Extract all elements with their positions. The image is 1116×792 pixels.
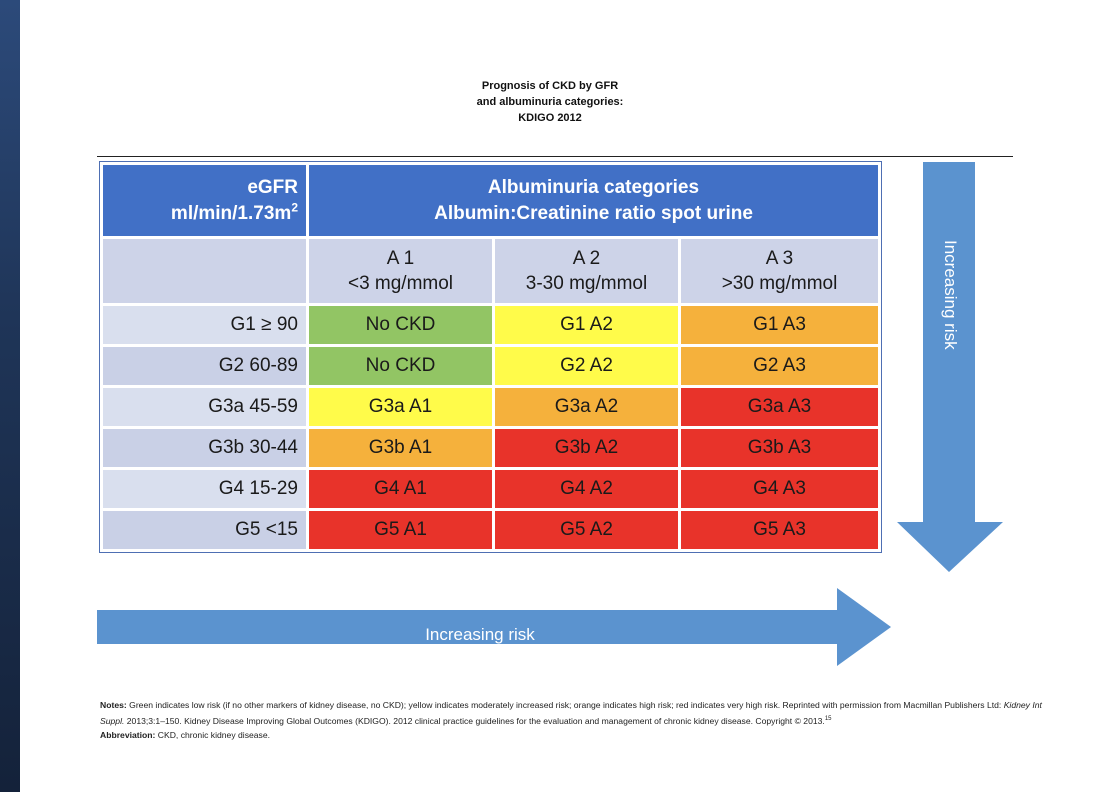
risk-cell-high: G3a A2 (495, 388, 678, 426)
gfr-row-label: G4 15-29 (103, 470, 306, 508)
table-row: G5 <15 G5 A1 G5 A2 G5 A3 (103, 511, 878, 549)
risk-cell-very-high: G5 A3 (681, 511, 878, 549)
abbreviation-text: CKD, chronic kidney disease. (155, 729, 271, 740)
title-line-1: Prognosis of CKD by GFR (481, 80, 619, 92)
horizontal-risk-arrow (97, 588, 891, 666)
risk-cell-very-high: G5 A1 (309, 511, 492, 549)
category-range: <3 mg/mmol (347, 273, 454, 294)
gfr-row-label: G1 ≥ 90 (103, 306, 306, 344)
vertical-risk-arrow (897, 162, 1003, 572)
risk-cell-very-high: G3b A2 (495, 429, 678, 467)
risk-cell-low: No CKD (309, 306, 492, 344)
risk-cell-low: No CKD (309, 347, 492, 385)
risk-cell-very-high: G3a A3 (681, 388, 878, 426)
reference-number: 15 (824, 716, 832, 722)
risk-cell-very-high: G4 A3 (681, 470, 878, 508)
gfr-row-label: G2 60-89 (103, 347, 306, 385)
table-row: G1 ≥ 90 No CKD G1 A2 G1 A3 (103, 306, 878, 344)
notes-text-b: 2013;3:1–150. Kidney Disease Improving G… (124, 715, 825, 726)
right-arrow-shape (97, 588, 891, 666)
risk-cell-very-high: G4 A1 (309, 470, 492, 508)
table-row: G3b 30-44 G3b A1 G3b A2 G3b A3 (103, 429, 878, 467)
category-range: 3-30 mg/mmol (525, 273, 648, 294)
albuminuria-header: Albuminuria categories Albumin:Creatinin… (309, 165, 878, 236)
horizontal-risk-label: Increasing risk (425, 625, 535, 644)
category-code: A 1 (386, 248, 415, 269)
notes-heading: Notes: (100, 700, 127, 710)
egfr-header: eGFR ml/min/1.73m2 (103, 165, 306, 236)
gfr-row-label: G3a 45-59 (103, 388, 306, 426)
risk-cell-very-high: G5 A2 (495, 511, 678, 549)
egfr-unit: ml/min/1.73m (170, 202, 292, 224)
notes-paragraph: Notes: Green indicates low risk (if no o… (100, 698, 1046, 728)
egfr-header-line-1: eGFR (247, 176, 298, 198)
category-code: A 3 (765, 248, 794, 269)
abbreviation-paragraph: Abbreviation: CKD, chronic kidney diseas… (100, 728, 1046, 742)
category-code: A 2 (572, 248, 601, 269)
category-range: >30 mg/mmol (721, 273, 838, 294)
down-arrow-shape (897, 162, 1003, 572)
gfr-row-label: G5 <15 (103, 511, 306, 549)
table-row: G3a 45-59 G3a A1 G3a A2 G3a A3 (103, 388, 878, 426)
category-a2-header: A 2 3-30 mg/mmol (495, 239, 678, 303)
albuminuria-header-line-1: Albuminuria categories (487, 176, 700, 198)
table-row: G2 60-89 No CKD G2 A2 G2 A3 (103, 347, 878, 385)
risk-cell-high: G1 A3 (681, 306, 878, 344)
journal-name: Kidney Int Suppl. (100, 700, 1042, 726)
egfr-header-line-2: ml/min/1.73m2 (103, 201, 298, 227)
risk-cell-moderate: G3a A1 (309, 388, 492, 426)
risk-cell-moderate: G1 A2 (495, 306, 678, 344)
title-line-2: and albuminuria categories: (476, 96, 624, 108)
risk-cell-high: G3b A1 (309, 429, 492, 467)
slide-left-band (0, 0, 20, 792)
table-row: G4 15-29 G4 A1 G4 A2 G4 A3 (103, 470, 878, 508)
title-line-3: KDIGO 2012 (518, 112, 582, 124)
risk-cell-very-high: G3b A3 (681, 429, 878, 467)
category-a1-header: A 1 <3 mg/mmol (309, 239, 492, 303)
notes-text-a: Green indicates low risk (if no other ma… (126, 700, 1004, 710)
albuminuria-header-line-2: Albumin:Creatinine ratio spot urine (434, 202, 753, 224)
risk-cell-moderate: G2 A2 (495, 347, 678, 385)
gfr-row-label: G3b 30-44 (103, 429, 306, 467)
category-a3-header: A 3 >30 mg/mmol (681, 239, 878, 303)
figure-title: Prognosis of CKD by GFR and albuminuria … (400, 78, 700, 126)
title-divider (97, 156, 1013, 157)
figure-notes: Notes: Green indicates low risk (if no o… (100, 698, 1046, 742)
risk-cell-high: G2 A3 (681, 347, 878, 385)
egfr-unit-superscript: 2 (291, 200, 298, 215)
risk-cell-very-high: G4 A2 (495, 470, 678, 508)
kdigo-heatmap-table: eGFR ml/min/1.73m2 Albuminuria categorie… (100, 162, 881, 552)
vertical-risk-label: Increasing risk (941, 240, 960, 350)
abbreviation-heading: Abbreviation: (100, 729, 156, 740)
subheader-blank (103, 239, 306, 303)
